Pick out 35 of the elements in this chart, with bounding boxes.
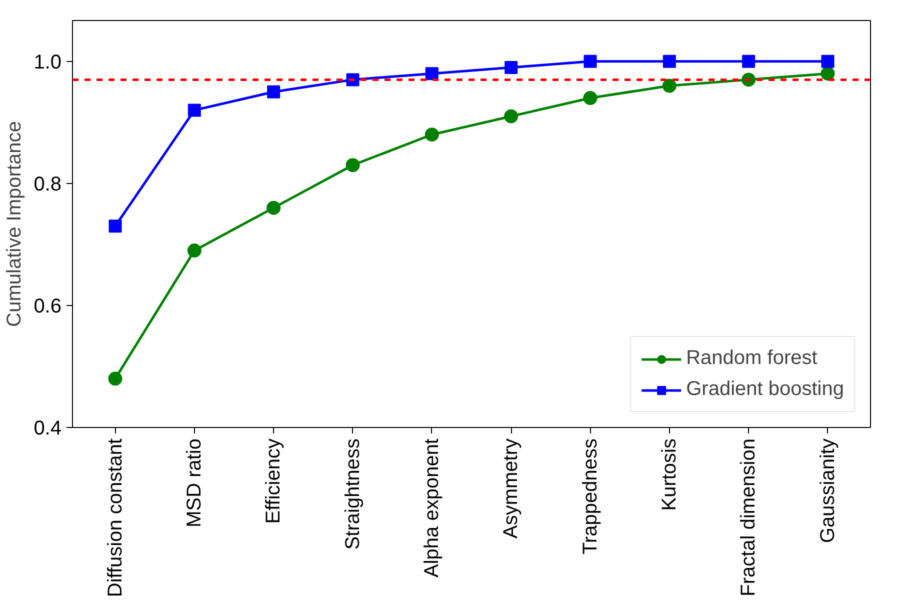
point <box>742 54 756 68</box>
point <box>662 78 676 93</box>
legend-label: Random forest <box>686 347 818 370</box>
point <box>820 66 835 81</box>
x-tick-label: Diffusion constant <box>104 438 126 598</box>
point <box>424 128 439 142</box>
point <box>267 85 280 98</box>
point <box>504 109 518 124</box>
x-tick-label: Fractal dimension <box>738 438 760 596</box>
legend-label: Gradient boosting <box>686 378 844 401</box>
y-tick-label: 0.6 <box>34 295 62 318</box>
x-tick-label: Efficiency <box>262 438 285 524</box>
point <box>821 54 834 68</box>
point <box>583 91 598 105</box>
point <box>425 67 438 80</box>
y-tick-label: 0.8 <box>34 173 62 196</box>
point <box>504 60 518 74</box>
point <box>584 54 597 68</box>
point <box>266 200 281 215</box>
x-tick-label: Kurtosis <box>658 438 680 511</box>
point <box>346 158 360 172</box>
y-tick-label: 0.4 <box>34 418 62 440</box>
point <box>108 220 122 233</box>
point <box>662 54 676 68</box>
x-tick-label: Gaussianity <box>816 438 839 543</box>
y-tick-label: 1.0 <box>34 51 62 74</box>
point <box>188 104 201 117</box>
point <box>187 244 202 258</box>
x-tick-label: Alpha exponent <box>420 438 443 578</box>
y-axis-title: Cumulative Importance <box>4 121 26 327</box>
x-tick-label: Straightness <box>342 438 364 550</box>
x-tick-label: MSD ratio <box>183 438 206 528</box>
x-tick-label: Asymmetry <box>500 438 522 538</box>
point <box>108 372 122 386</box>
x-tick-label: Trappedness <box>579 438 602 554</box>
